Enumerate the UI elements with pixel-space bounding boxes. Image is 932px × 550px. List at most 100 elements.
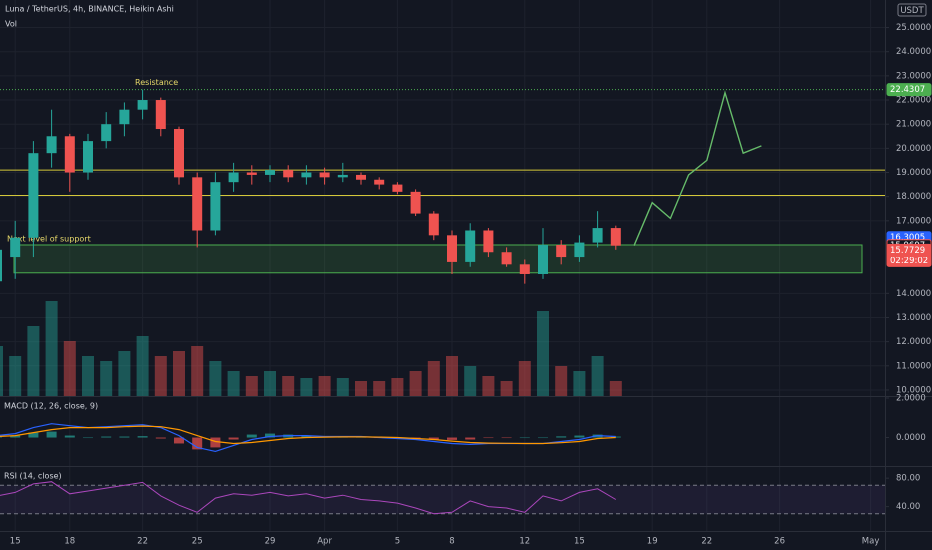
x-tick-label: 22 (137, 537, 148, 547)
support-zone (13, 244, 863, 274)
volume-bar (373, 381, 386, 396)
volume-bar (500, 381, 513, 396)
candle-body (137, 100, 148, 110)
projection-line (633, 90, 762, 246)
volume-bar (464, 366, 477, 396)
macd-histogram-bar (465, 437, 476, 440)
y-tick-label: 11.0000 (896, 361, 931, 371)
candle-body (210, 182, 221, 231)
candle-body (83, 141, 93, 173)
y-tick-label: 2.0000 (896, 393, 926, 403)
volume-bar (555, 366, 568, 396)
candle-body (228, 172, 239, 183)
y-tick-label: 40.00 (896, 502, 920, 512)
candle-body (392, 184, 403, 192)
candle-body (46, 136, 57, 154)
macd-histogram-bar (192, 437, 203, 450)
macd-title: MACD (12, 26, close, 9) (4, 402, 98, 411)
candle-body (28, 153, 39, 238)
macd-histogram-bar (501, 437, 512, 439)
macd-histogram-bar (483, 437, 494, 439)
y-tick-label: 18.0000 (896, 192, 931, 202)
y-tick-label: 24.0000 (896, 47, 931, 57)
candle-body (428, 213, 439, 236)
axes: 15 18 22 25 29 Apr 5 8 12 15 19 22 26 May 10.0000 11.00… (10, 23, 932, 547)
volume-bar (173, 351, 185, 396)
macd-histogram-bar (556, 436, 567, 438)
y-tick-label: 25.0000 (896, 23, 931, 33)
macd-histogram-bar (119, 436, 130, 438)
rsi-title: RSI (14, close) (4, 472, 62, 481)
volume-bar (45, 301, 58, 396)
x-tick-label: 8 (449, 537, 454, 547)
candle-body (101, 124, 112, 142)
macd-histogram-bar (574, 435, 585, 438)
y-tick-label: 21.0000 (896, 120, 931, 130)
candle-body (337, 174, 348, 178)
macd-histogram-bar (83, 437, 93, 439)
candle-body (283, 170, 294, 178)
y-tick-label: 22.0000 (896, 96, 931, 106)
volume-bar (154, 356, 167, 396)
candle-body (64, 136, 75, 173)
candle-body (265, 170, 275, 175)
candle-body (610, 228, 621, 246)
candle-body (447, 235, 457, 262)
macd-histogram-bar (101, 436, 112, 438)
currency-label: USDT (900, 6, 924, 16)
signal-line (0, 425, 616, 445)
macd-histogram-bar (0, 436, 2, 438)
macd-histogram-bar (246, 434, 257, 438)
grid (0, 0, 885, 531)
candle-body (0, 249, 2, 282)
candle-body (465, 230, 476, 262)
volume-bar (245, 376, 258, 396)
candle-body (538, 244, 548, 274)
macd-histogram-bar (447, 437, 457, 440)
price-tag-label: 22.4307 (890, 85, 925, 95)
candle-body (556, 244, 567, 258)
volume-bar (27, 326, 40, 396)
currency-box (897, 3, 927, 17)
candle-body (356, 174, 366, 180)
candle-body (119, 109, 130, 125)
volume-bar (300, 378, 313, 396)
rsi-line (0, 481, 617, 515)
volume-bar (591, 356, 604, 396)
price-pane: Next level of support Resistance (0, 78, 885, 396)
volume-bar (336, 378, 349, 396)
candle-body (592, 228, 603, 243)
volume-bar (518, 361, 531, 396)
macd-histogram-bar (610, 436, 621, 438)
candle-body (574, 242, 585, 258)
candle-body (374, 179, 385, 185)
volume-bar (63, 341, 76, 396)
y-tick-label: 13.0000 (896, 313, 931, 323)
macd-histogram-bar (10, 435, 21, 438)
macd-histogram-bar (301, 435, 312, 438)
candle-body (155, 100, 166, 130)
macd-histogram-bar (28, 432, 39, 438)
x-tick-label: 18 (64, 537, 75, 547)
x-tick-label: 25 (192, 537, 203, 547)
countdown-label: 02:29:02 (890, 256, 928, 266)
volume-bar (409, 371, 422, 396)
volume-bar (264, 371, 276, 396)
candle-body (246, 172, 257, 175)
macd-histogram-bar (538, 437, 548, 439)
volume-bar (191, 346, 204, 396)
candle-body (319, 172, 330, 178)
price-tag (886, 83, 932, 97)
x-tick-label: Apr (317, 537, 332, 547)
macd-histogram-bar (155, 437, 166, 439)
candle-body (174, 129, 184, 178)
volume-bar (82, 356, 94, 396)
macd-histogram-bar (265, 433, 275, 438)
macd-histogram-bar (46, 431, 57, 438)
support-label: Next level of support (7, 234, 91, 243)
volume-bar (609, 381, 622, 396)
volume-title: Vol (5, 20, 17, 29)
volume-bar (282, 376, 295, 396)
